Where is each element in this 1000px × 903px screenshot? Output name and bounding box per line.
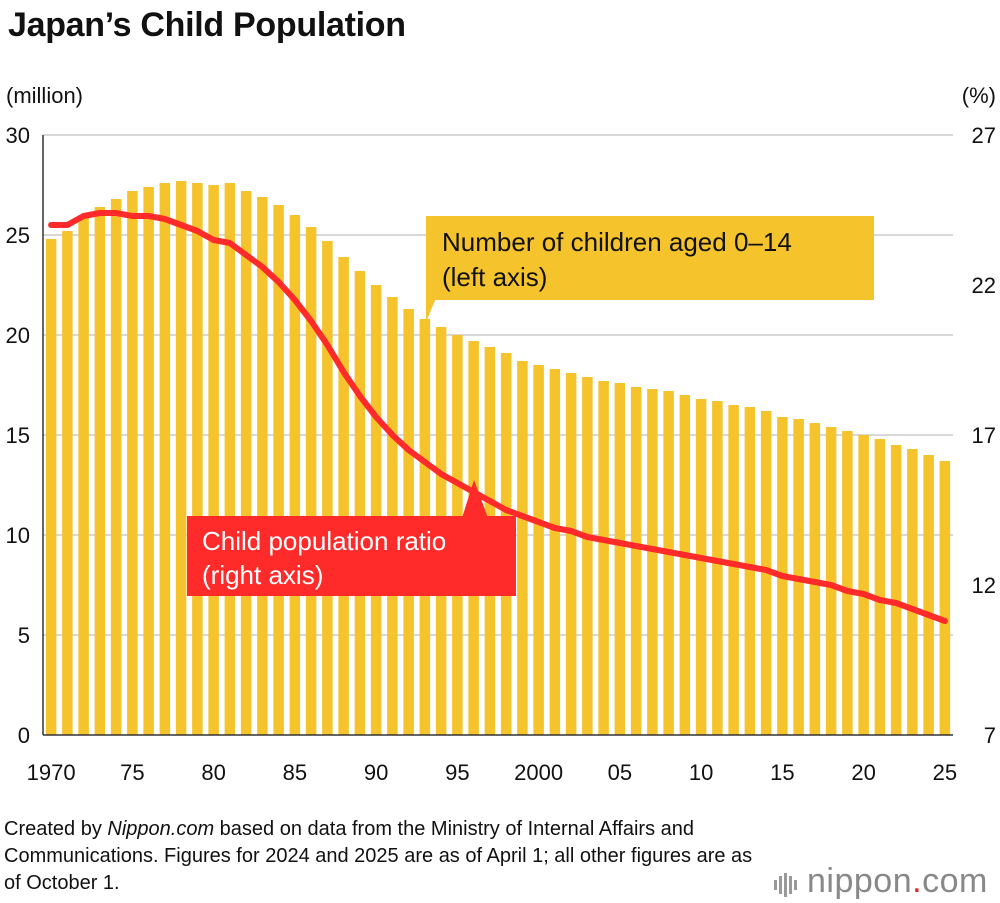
bar bbox=[143, 187, 154, 735]
bar bbox=[176, 181, 187, 735]
bar bbox=[371, 285, 382, 735]
x-tick-label: 80 bbox=[201, 760, 225, 785]
bar-callout-label: Number of children aged 0–14 bbox=[442, 227, 792, 257]
right-tick-label: 7 bbox=[984, 723, 996, 748]
x-tick-label: 90 bbox=[364, 760, 388, 785]
bar bbox=[78, 217, 89, 735]
bar bbox=[550, 369, 561, 735]
bar bbox=[680, 395, 691, 735]
left-tick-label: 10 bbox=[6, 523, 30, 548]
x-tick-label: 20 bbox=[851, 760, 875, 785]
bar bbox=[306, 227, 317, 735]
bar bbox=[875, 439, 886, 735]
bar bbox=[62, 231, 73, 735]
bar bbox=[891, 445, 902, 735]
source-footnote: Created by Nippon.com based on data from… bbox=[4, 816, 764, 897]
right-tick-label: 27 bbox=[972, 123, 996, 148]
x-tick-label: 15 bbox=[770, 760, 794, 785]
bar bbox=[907, 449, 918, 735]
right-tick-label: 17 bbox=[972, 423, 996, 448]
bar bbox=[923, 455, 934, 735]
bar bbox=[160, 183, 171, 735]
logo-suffix: com bbox=[922, 862, 988, 900]
bar bbox=[940, 461, 951, 735]
bar bbox=[582, 377, 593, 735]
bar bbox=[533, 365, 544, 735]
bar bbox=[225, 183, 236, 735]
bar bbox=[95, 207, 106, 735]
bar bbox=[338, 257, 349, 735]
x-tick-label: 85 bbox=[283, 760, 307, 785]
left-tick-label: 15 bbox=[6, 423, 30, 448]
x-tick-label: 2000 bbox=[514, 760, 563, 785]
bar bbox=[241, 191, 252, 735]
footnote-site-name: Nippon.com bbox=[107, 818, 214, 840]
line-callout-label: (right axis) bbox=[202, 560, 323, 590]
x-tick-label: 05 bbox=[608, 760, 632, 785]
bar bbox=[322, 241, 333, 735]
bar bbox=[566, 373, 577, 735]
footnote-prefix: Created by bbox=[4, 818, 107, 840]
x-tick-label: 25 bbox=[933, 760, 957, 785]
bar bbox=[858, 435, 869, 735]
left-tick-label: 25 bbox=[6, 223, 30, 248]
bar bbox=[842, 431, 853, 735]
x-tick-label: 75 bbox=[120, 760, 144, 785]
left-tick-label: 30 bbox=[6, 123, 30, 148]
logo-dot: . bbox=[912, 862, 922, 900]
bar bbox=[728, 405, 739, 735]
x-tick-label: 1970 bbox=[27, 760, 76, 785]
nippon-logo: nippon.com bbox=[774, 862, 988, 903]
bar bbox=[826, 427, 837, 735]
bar bbox=[111, 199, 122, 735]
bar bbox=[355, 271, 366, 735]
bar bbox=[127, 191, 138, 735]
bar bbox=[696, 399, 707, 735]
bar bbox=[631, 387, 642, 735]
bar bbox=[598, 381, 609, 735]
bar bbox=[647, 389, 658, 735]
left-tick-label: 20 bbox=[6, 323, 30, 348]
bar-callout-label: (left axis) bbox=[442, 262, 547, 292]
logo-mark-icon bbox=[774, 864, 799, 903]
bar-callout-pointer bbox=[426, 298, 436, 322]
bar bbox=[745, 407, 756, 735]
right-tick-label: 22 bbox=[972, 273, 996, 298]
x-tick-label: 10 bbox=[689, 760, 713, 785]
bar bbox=[46, 239, 57, 735]
x-tick-label: 95 bbox=[445, 760, 469, 785]
logo-text: nippon bbox=[807, 862, 912, 900]
left-tick-label: 0 bbox=[18, 723, 30, 748]
left-tick-label: 5 bbox=[18, 623, 30, 648]
line-callout-label: Child population ratio bbox=[202, 526, 446, 556]
bar bbox=[208, 185, 219, 735]
right-tick-label: 12 bbox=[972, 573, 996, 598]
bar bbox=[615, 383, 626, 735]
bar bbox=[712, 401, 723, 735]
bar bbox=[192, 183, 203, 735]
bar bbox=[257, 197, 268, 735]
bar bbox=[517, 361, 528, 735]
bar bbox=[663, 391, 674, 735]
